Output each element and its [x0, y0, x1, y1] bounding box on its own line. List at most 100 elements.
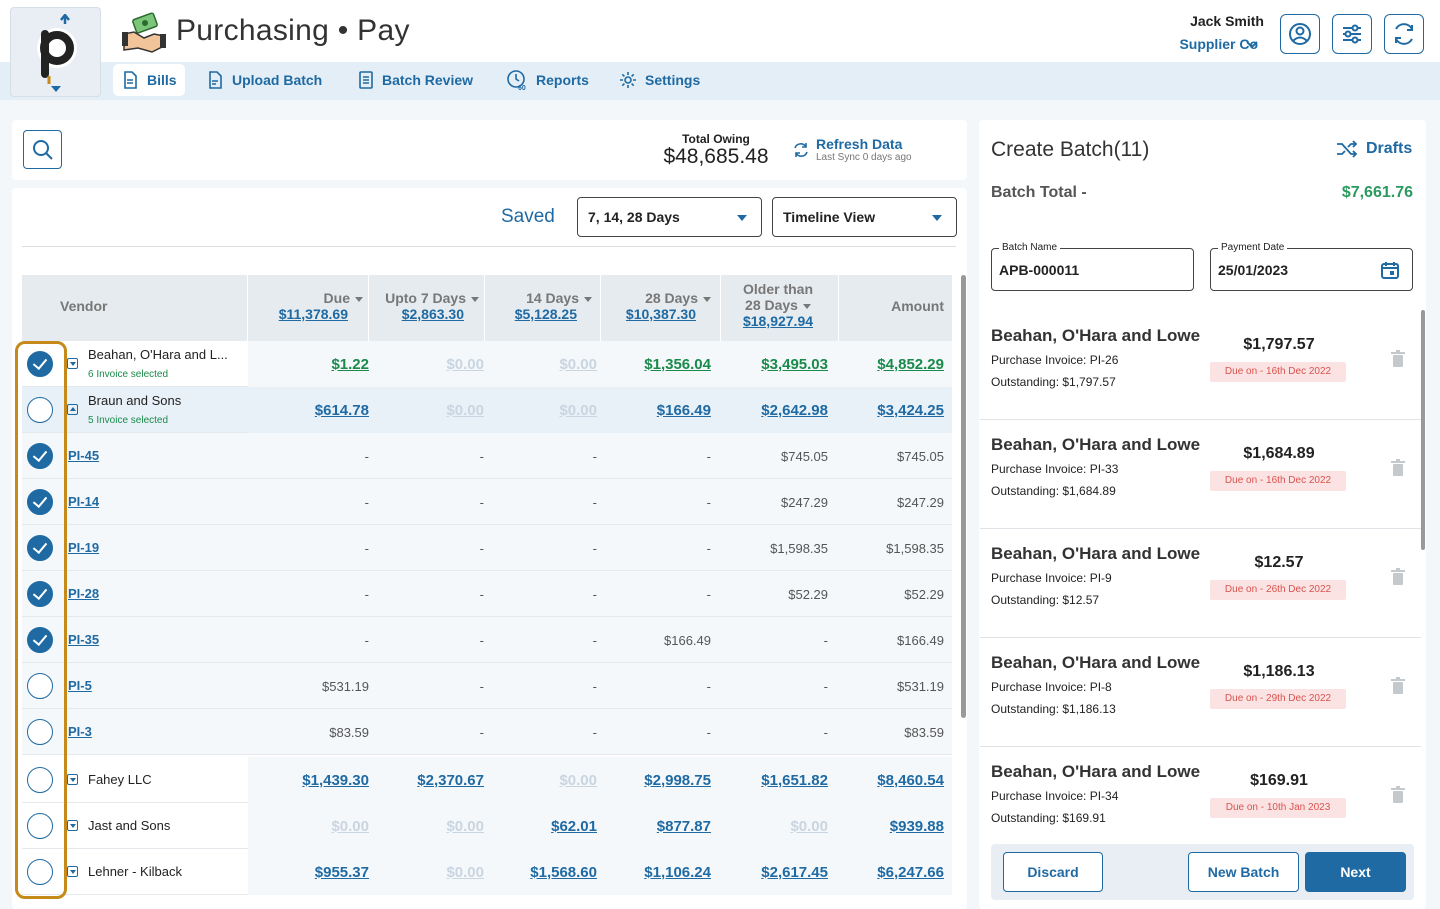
- trash-icon[interactable]: [1391, 677, 1405, 695]
- discard-button[interactable]: Discard: [1003, 852, 1103, 892]
- row-select-checkbox[interactable]: [27, 719, 53, 745]
- invoice-link[interactable]: PI-35: [68, 632, 100, 647]
- row-select-checkbox[interactable]: [27, 673, 53, 699]
- cell-d28[interactable]: $2,998.75: [644, 771, 711, 789]
- cell-due[interactable]: $614.78: [314, 401, 369, 419]
- row-select-checkbox[interactable]: [27, 443, 53, 469]
- cell-d14[interactable]: $1,568.60: [530, 863, 597, 881]
- invoice-row[interactable]: PI-14 - - - - $247.29 $247.29: [22, 479, 952, 525]
- cell-d28[interactable]: $877.87: [656, 817, 711, 835]
- cell-older[interactable]: $0.00: [790, 817, 828, 835]
- vendor-row[interactable]: Lehner - Kilback $955.37 $0.00 $1,568.60 $1,…: [22, 849, 952, 895]
- col-upto-7-days[interactable]: Upto 7 Days $2,863.30: [370, 290, 479, 356]
- invoice-row[interactable]: PI-5 $531.19 - - - - $531.19: [22, 663, 952, 709]
- cell-older[interactable]: $3,495.03: [761, 355, 828, 373]
- refresh-data-button[interactable]: Refresh Data: [816, 136, 903, 152]
- invoice-row[interactable]: PI-3 $83.59 - - - - $83.59: [22, 709, 952, 755]
- row-select-checkbox[interactable]: [27, 859, 53, 885]
- new-batch-button[interactable]: New Batch: [1188, 852, 1299, 892]
- batch-name-field[interactable]: Batch Name APB-000011: [991, 242, 1194, 291]
- cell-d28[interactable]: $1,356.04: [644, 355, 711, 373]
- col-older-28-days[interactable]: Older than 28 Days $18,927.94: [722, 281, 834, 347]
- tab-reports[interactable]: 60 Reports: [498, 64, 597, 96]
- tab-settings[interactable]: Settings: [611, 64, 708, 96]
- batch-item[interactable]: Beahan, O'Hara and Lowe Purchase Invoice:…: [980, 530, 1421, 638]
- next-button[interactable]: Next: [1305, 852, 1406, 892]
- cell-d28[interactable]: $166.49: [656, 401, 711, 419]
- row-select-checkbox[interactable]: [27, 813, 53, 839]
- cell-amount[interactable]: $939.88: [889, 817, 944, 835]
- invoice-link[interactable]: PI-3: [68, 724, 92, 739]
- vendor-row[interactable]: Beahan, O'Hara and L... 6 Invoice selecte…: [22, 341, 952, 387]
- vendor-row[interactable]: Braun and Sons 5 Invoice selected $614.78 $…: [22, 387, 952, 433]
- cell-d14[interactable]: $62.01: [551, 817, 597, 835]
- company-selector[interactable]: Supplier Co: [1179, 36, 1258, 52]
- cell-due[interactable]: $1,439.30: [302, 771, 369, 789]
- batch-item[interactable]: Beahan, O'Hara and Lowe Purchase Invoice:…: [980, 312, 1421, 420]
- sync-button[interactable]: [1384, 14, 1424, 54]
- saved-views-link[interactable]: Saved: [501, 206, 555, 227]
- row-select-checkbox[interactable]: [27, 581, 53, 607]
- refresh-icon[interactable]: [792, 141, 810, 159]
- col-28-total[interactable]: $10,387.30: [625, 306, 696, 322]
- row-select-checkbox[interactable]: [27, 767, 53, 793]
- cell-older[interactable]: $2,642.98: [761, 401, 828, 419]
- row-select-checkbox[interactable]: [27, 351, 53, 377]
- cell-d14[interactable]: $0.00: [559, 401, 597, 419]
- batch-list-scrollbar[interactable]: [1421, 310, 1425, 550]
- cell-d7[interactable]: $0.00: [446, 401, 484, 419]
- expand-icon[interactable]: [67, 358, 78, 369]
- table-scrollbar[interactable]: [961, 275, 966, 718]
- row-select-checkbox[interactable]: [27, 397, 53, 423]
- row-select-checkbox[interactable]: [27, 489, 53, 515]
- calendar-icon[interactable]: [1380, 260, 1400, 280]
- cell-amount[interactable]: $8,460.54: [877, 771, 944, 789]
- invoice-link[interactable]: PI-14: [68, 494, 100, 509]
- invoice-link[interactable]: PI-28: [68, 586, 100, 601]
- vendor-row[interactable]: Fahey LLC $1,439.30 $2,370.67 $0.00 $2,998.7…: [22, 757, 952, 803]
- expand-icon[interactable]: [67, 820, 78, 831]
- tab-batch-review[interactable]: Batch Review: [350, 64, 481, 96]
- collapse-icon[interactable]: [67, 404, 78, 415]
- col-due-total[interactable]: $11,378.69: [278, 306, 348, 322]
- expand-icon[interactable]: [67, 866, 78, 877]
- payment-date-field[interactable]: Payment Date 25/01/2023: [1210, 242, 1413, 291]
- cell-amount[interactable]: $6,247.66: [877, 863, 944, 881]
- cell-d28[interactable]: $1,106.24: [644, 863, 711, 881]
- app-switcher[interactable]: [10, 7, 101, 97]
- col-7-total[interactable]: $2,863.30: [401, 306, 464, 322]
- trash-icon[interactable]: [1391, 350, 1405, 368]
- vendor-row[interactable]: Jast and Sons $0.00 $0.00 $62.01 $877.87 $0.0…: [22, 803, 952, 849]
- cell-due[interactable]: $955.37: [314, 863, 369, 881]
- chevron-down-icon[interactable]: [1245, 40, 1259, 50]
- trash-icon[interactable]: [1391, 568, 1405, 586]
- cell-amount[interactable]: $4,852.29: [877, 355, 944, 373]
- col-14-days[interactable]: 14 Days $5,128.25: [486, 290, 592, 356]
- cell-older[interactable]: $2,617.45: [761, 863, 828, 881]
- invoice-link[interactable]: PI-45: [68, 448, 100, 463]
- tab-bills[interactable]: Bills: [113, 64, 185, 96]
- invoice-row[interactable]: PI-19 - - - - $1,598.35 $1,598.35: [22, 525, 952, 571]
- period-select[interactable]: 7, 14, 28 Days: [577, 197, 762, 237]
- invoice-row[interactable]: PI-45 - - - - $745.05 $745.05: [22, 433, 952, 479]
- invoice-row[interactable]: PI-28 - - - - $52.29 $52.29: [22, 571, 952, 617]
- expand-icon[interactable]: [67, 774, 78, 785]
- tab-upload-batch[interactable]: Upload Batch: [198, 64, 330, 96]
- filters-button[interactable]: [1332, 14, 1372, 54]
- cell-d14[interactable]: $0.00: [559, 355, 597, 373]
- trash-icon[interactable]: [1391, 459, 1405, 477]
- cell-amount[interactable]: $3,424.25: [877, 401, 944, 419]
- row-select-checkbox[interactable]: [27, 535, 53, 561]
- cell-d7[interactable]: $0.00: [446, 863, 484, 881]
- col-vendor[interactable]: Vendor: [60, 298, 107, 314]
- trash-icon[interactable]: [1391, 786, 1405, 804]
- cell-d7[interactable]: $2,370.67: [417, 771, 484, 789]
- cell-due[interactable]: $1.22: [331, 355, 369, 373]
- cell-d7[interactable]: $0.00: [446, 355, 484, 373]
- invoice-row[interactable]: PI-35 - - - $166.49 - $166.49: [22, 617, 952, 663]
- cell-older[interactable]: $1,651.82: [761, 771, 828, 789]
- col-28-days[interactable]: 28 Days $10,387.30: [602, 290, 711, 356]
- invoice-link[interactable]: PI-19: [68, 540, 100, 555]
- profile-button[interactable]: [1280, 14, 1320, 54]
- col-due[interactable]: Due $11,378.69: [250, 290, 363, 356]
